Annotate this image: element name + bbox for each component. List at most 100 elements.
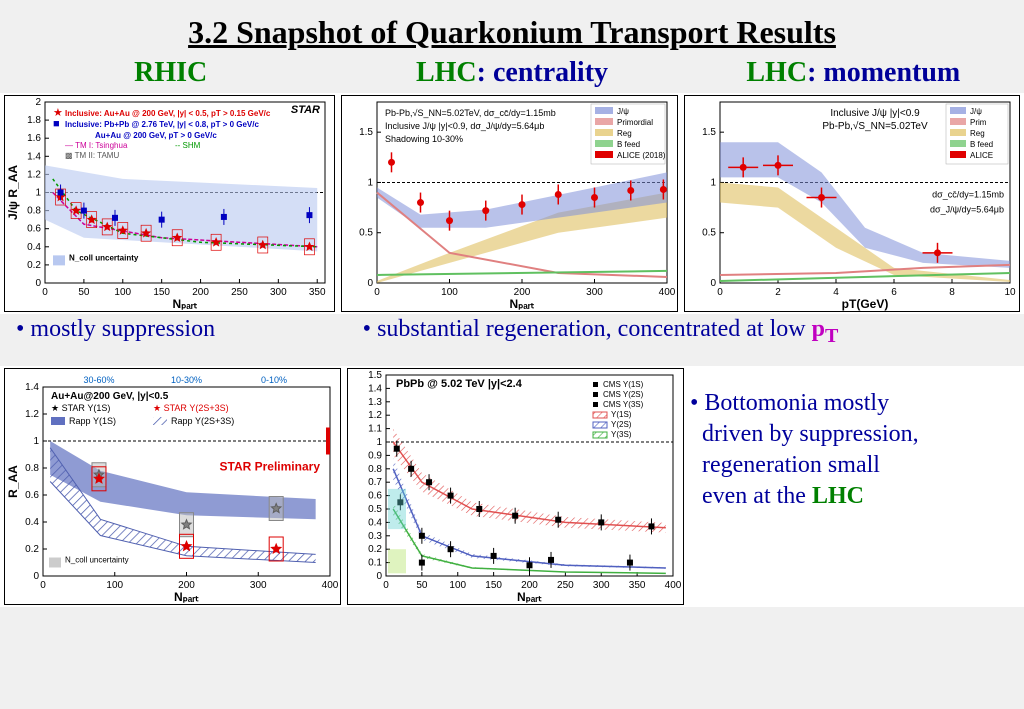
svg-text:0.1: 0.1: [368, 557, 382, 568]
svg-text:0.2: 0.2: [368, 544, 382, 555]
svg-text:400: 400: [665, 580, 682, 591]
svg-text:100: 100: [449, 580, 466, 591]
svg-text:0.7: 0.7: [368, 477, 382, 488]
chart-rhic-upsilon: 010020030040000.20.40.60.811.21.4NₚₐᵣₜR_…: [4, 368, 341, 605]
svg-text:1.5: 1.5: [702, 127, 716, 138]
svg-text:pT(GeV): pT(GeV): [841, 297, 888, 311]
svg-text:0.6: 0.6: [368, 490, 382, 501]
svg-text:0: 0: [368, 278, 374, 289]
svg-text:0: 0: [383, 580, 389, 591]
svg-text:0.6: 0.6: [25, 490, 39, 501]
col3-label-b: : momentum: [807, 57, 960, 88]
svg-text:1.3: 1.3: [368, 397, 382, 408]
svg-text:Y(2S): Y(2S): [611, 420, 632, 429]
svg-text:30-60%: 30-60%: [83, 375, 114, 385]
svg-text:Nₚₐᵣₜ: Nₚₐᵣₜ: [510, 297, 535, 311]
svg-text:1.8: 1.8: [27, 115, 41, 126]
svg-text:0.4: 0.4: [25, 517, 39, 528]
svg-text:0.9: 0.9: [368, 450, 382, 461]
svg-text:0.3: 0.3: [368, 531, 382, 542]
svg-text:1.2: 1.2: [27, 169, 41, 180]
svg-text:CMS Y(3S): CMS Y(3S): [603, 400, 644, 409]
svg-text:100: 100: [114, 287, 131, 298]
svg-text:0: 0: [375, 287, 381, 298]
svg-text:150: 150: [153, 287, 170, 298]
svg-text:100: 100: [442, 287, 459, 298]
svg-text:1.6: 1.6: [27, 133, 41, 144]
col2-label-b: : centrality: [477, 57, 608, 88]
svg-text:Rapp Υ(1S): Rapp Υ(1S): [69, 416, 116, 426]
svg-text:Inclusive J/ψ |y|<0.9: Inclusive J/ψ |y|<0.9: [830, 108, 920, 119]
col3-label-a: LHC: [746, 57, 807, 88]
svg-text:10: 10: [1004, 287, 1016, 298]
chart-rhic-jpsi: 05010015020025030035000.20.40.60.811.21.…: [4, 95, 335, 312]
chart-lhc-momentum: 024681000.511.5pT(GeV)Inclusive J/ψ |y|<…: [684, 95, 1020, 312]
svg-text:Nₚₐᵣₜ: Nₚₐᵣₜ: [174, 590, 199, 604]
chart-lhc-upsilon: 05010015020025030035040000.10.20.30.40.5…: [347, 368, 684, 605]
svg-text:350: 350: [309, 287, 326, 298]
svg-text:1.2: 1.2: [25, 409, 39, 420]
svg-text:2: 2: [775, 287, 781, 298]
svg-text:N_coll uncertainty: N_coll uncertainty: [69, 253, 139, 262]
svg-text:1: 1: [368, 177, 374, 188]
svg-text:0: 0: [42, 287, 48, 298]
svg-text:0.2: 0.2: [27, 260, 41, 271]
svg-text:2: 2: [35, 97, 41, 108]
svg-text:0: 0: [35, 278, 41, 289]
svg-text:Y(1S): Y(1S): [611, 410, 632, 419]
row1-annotations: • mostly suppression • substantial regen…: [0, 316, 1024, 348]
svg-text:300: 300: [587, 287, 604, 298]
svg-text:0-10%: 0-10%: [261, 375, 287, 385]
svg-text:Au+Au@200 GeV, |y|<0.5: Au+Au@200 GeV, |y|<0.5: [51, 391, 169, 402]
svg-text:1.4: 1.4: [368, 383, 382, 394]
svg-text:Reg: Reg: [617, 129, 632, 138]
svg-text:ALICE (2018): ALICE (2018): [617, 151, 666, 160]
svg-text:B feed: B feed: [970, 140, 993, 149]
svg-text:Au+Au @ 200 GeV, pT > 0 GeV/c: Au+Au @ 200 GeV, pT > 0 GeV/c: [95, 131, 217, 140]
svg-text:50: 50: [416, 580, 428, 591]
svg-text:Nₚₐᵣₜ: Nₚₐᵣₜ: [173, 297, 198, 311]
svg-text:1.5: 1.5: [368, 370, 382, 381]
annot-bottomonia: • Bottomonia mostly driven by suppressio…: [690, 368, 1020, 605]
svg-text:10-30%: 10-30%: [171, 375, 202, 385]
svg-text:B feed: B feed: [617, 140, 640, 149]
svg-text:Shadowing 10-30%: Shadowing 10-30%: [385, 134, 463, 144]
svg-text:CMS Y(1S): CMS Y(1S): [603, 380, 644, 389]
svg-text:1: 1: [33, 436, 39, 447]
svg-text:0: 0: [33, 571, 39, 582]
svg-text:CMS Y(2S): CMS Y(2S): [603, 390, 644, 399]
svg-text:STAR: STAR: [291, 104, 320, 116]
svg-text:J/ψ R_AA: J/ψ R_AA: [6, 165, 20, 220]
svg-text:0.6: 0.6: [27, 224, 41, 235]
svg-text:0.5: 0.5: [368, 504, 382, 515]
row2-charts: 010020030040000.20.40.60.811.21.4NₚₐᵣₜR_…: [0, 366, 1024, 607]
svg-text:Rapp Υ(2S+3S): Rapp Υ(2S+3S): [171, 416, 234, 426]
svg-text:0.8: 0.8: [27, 206, 41, 217]
svg-text:★ STAR Υ(1S): ★ STAR Υ(1S): [51, 403, 110, 413]
svg-text:Inclusive: Au+Au @ 200 GeV, |y: Inclusive: Au+Au @ 200 GeV, |y| < 0.5, p…: [65, 109, 271, 118]
svg-text:350: 350: [629, 580, 646, 591]
svg-text:▩ TM II: TAMU: ▩ TM II: TAMU: [65, 151, 119, 160]
svg-text:-- SHM: -- SHM: [175, 141, 201, 150]
svg-text:ALICE: ALICE: [970, 151, 993, 160]
row1-charts: 05010015020025030035000.20.40.60.811.21.…: [0, 93, 1024, 314]
svg-text:400: 400: [659, 287, 676, 298]
col2-label-a: LHC: [416, 57, 477, 88]
svg-text:Inclusive: Pb+Pb @ 2.76 TeV, |: Inclusive: Pb+Pb @ 2.76 TeV, |y| < 0.8, …: [65, 120, 259, 129]
svg-text:0: 0: [376, 571, 382, 582]
svg-text:0.8: 0.8: [25, 463, 39, 474]
svg-text:50: 50: [78, 287, 90, 298]
svg-text:Y(3S): Y(3S): [611, 430, 632, 439]
svg-text:4: 4: [833, 287, 839, 298]
svg-text:1: 1: [35, 188, 41, 199]
svg-text:250: 250: [557, 580, 574, 591]
svg-text:1.1: 1.1: [368, 423, 382, 434]
svg-text:0.5: 0.5: [702, 228, 716, 239]
svg-text:0: 0: [710, 278, 716, 289]
annot-regeneration: • substantial regeneration, concentrated…: [347, 316, 1024, 348]
svg-text:1.4: 1.4: [25, 382, 39, 393]
svg-text:300: 300: [250, 580, 267, 591]
svg-text:0: 0: [40, 580, 46, 591]
svg-text:1.4: 1.4: [27, 151, 41, 162]
svg-text:0.5: 0.5: [359, 228, 373, 239]
